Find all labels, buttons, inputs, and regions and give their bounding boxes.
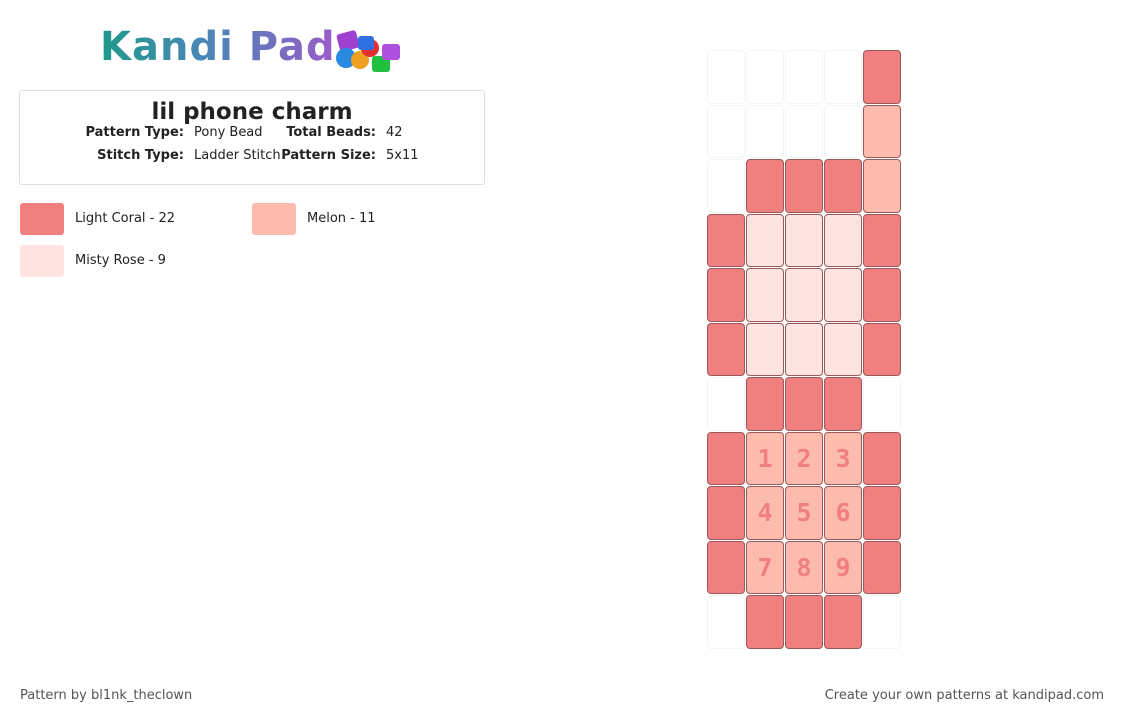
bead [824,322,862,376]
legend-label: Light Coral - 22 [75,211,176,226]
bead: 6 [824,486,862,540]
bead [863,159,901,213]
site-link: Create your own patterns at kandipad.com [824,688,1104,703]
bead: 8 [785,540,823,594]
empty-cell [707,159,745,213]
legend-label: Misty Rose - 9 [75,253,166,268]
bead: 3 [824,431,862,485]
bead [746,159,784,213]
empty-cell [707,50,745,104]
empty-cell [707,104,745,158]
bead [863,50,901,104]
legend-swatch [252,203,296,235]
field-value: 42 [386,125,403,140]
bead [785,322,823,376]
empty-cell [746,104,784,158]
bead [785,595,823,649]
empty-cell [746,50,784,104]
bead [746,377,784,431]
field-label: Pattern Size: [281,148,376,163]
pattern-title: lil phone charm [151,99,353,125]
empty-cell [785,104,823,158]
field-label: Pattern Type: [85,125,184,140]
bead [707,322,745,376]
bead [707,486,745,540]
legend-swatch [20,203,64,235]
field-value: Ladder Stitch [194,148,281,163]
field-label: Total Beads: [286,125,376,140]
bead [824,377,862,431]
empty-cell [707,595,745,649]
bead [785,159,823,213]
info-card: lil phone charm Pattern Type: Pony Bead To… [19,90,485,185]
empty-cell [824,104,862,158]
bead: 4 [746,486,784,540]
bead: 5 [785,486,823,540]
bead [863,540,901,594]
bead [746,322,784,376]
bead [707,213,745,267]
logo-icon [336,30,400,72]
bead: 1 [746,431,784,485]
bead [863,486,901,540]
empty-cell [785,50,823,104]
empty-cell [863,377,901,431]
bead [863,268,901,322]
bead [824,159,862,213]
bead: 7 [746,540,784,594]
legend-swatch [20,245,64,277]
bead [746,213,784,267]
bead [824,595,862,649]
bead [746,595,784,649]
field-value: Pony Bead [194,125,263,140]
legend-label: Melon - 11 [307,211,376,226]
bead [707,540,745,594]
bead [824,268,862,322]
bead [746,268,784,322]
bead [785,377,823,431]
bead [863,104,901,158]
bead [707,431,745,485]
empty-cell [863,595,901,649]
credit: Pattern by bl1nk_theclown [20,688,193,703]
empty-cell [824,50,862,104]
empty-cell [707,377,745,431]
logo: Kandi Pad [100,24,336,70]
bead: 2 [785,431,823,485]
bead [785,213,823,267]
bead [863,431,901,485]
bead [863,322,901,376]
bead [785,268,823,322]
field-value: 5x11 [386,148,419,163]
bead [824,213,862,267]
field-label: Stitch Type: [97,148,184,163]
bead [863,213,901,267]
bead: 9 [824,540,862,594]
bead [707,268,745,322]
